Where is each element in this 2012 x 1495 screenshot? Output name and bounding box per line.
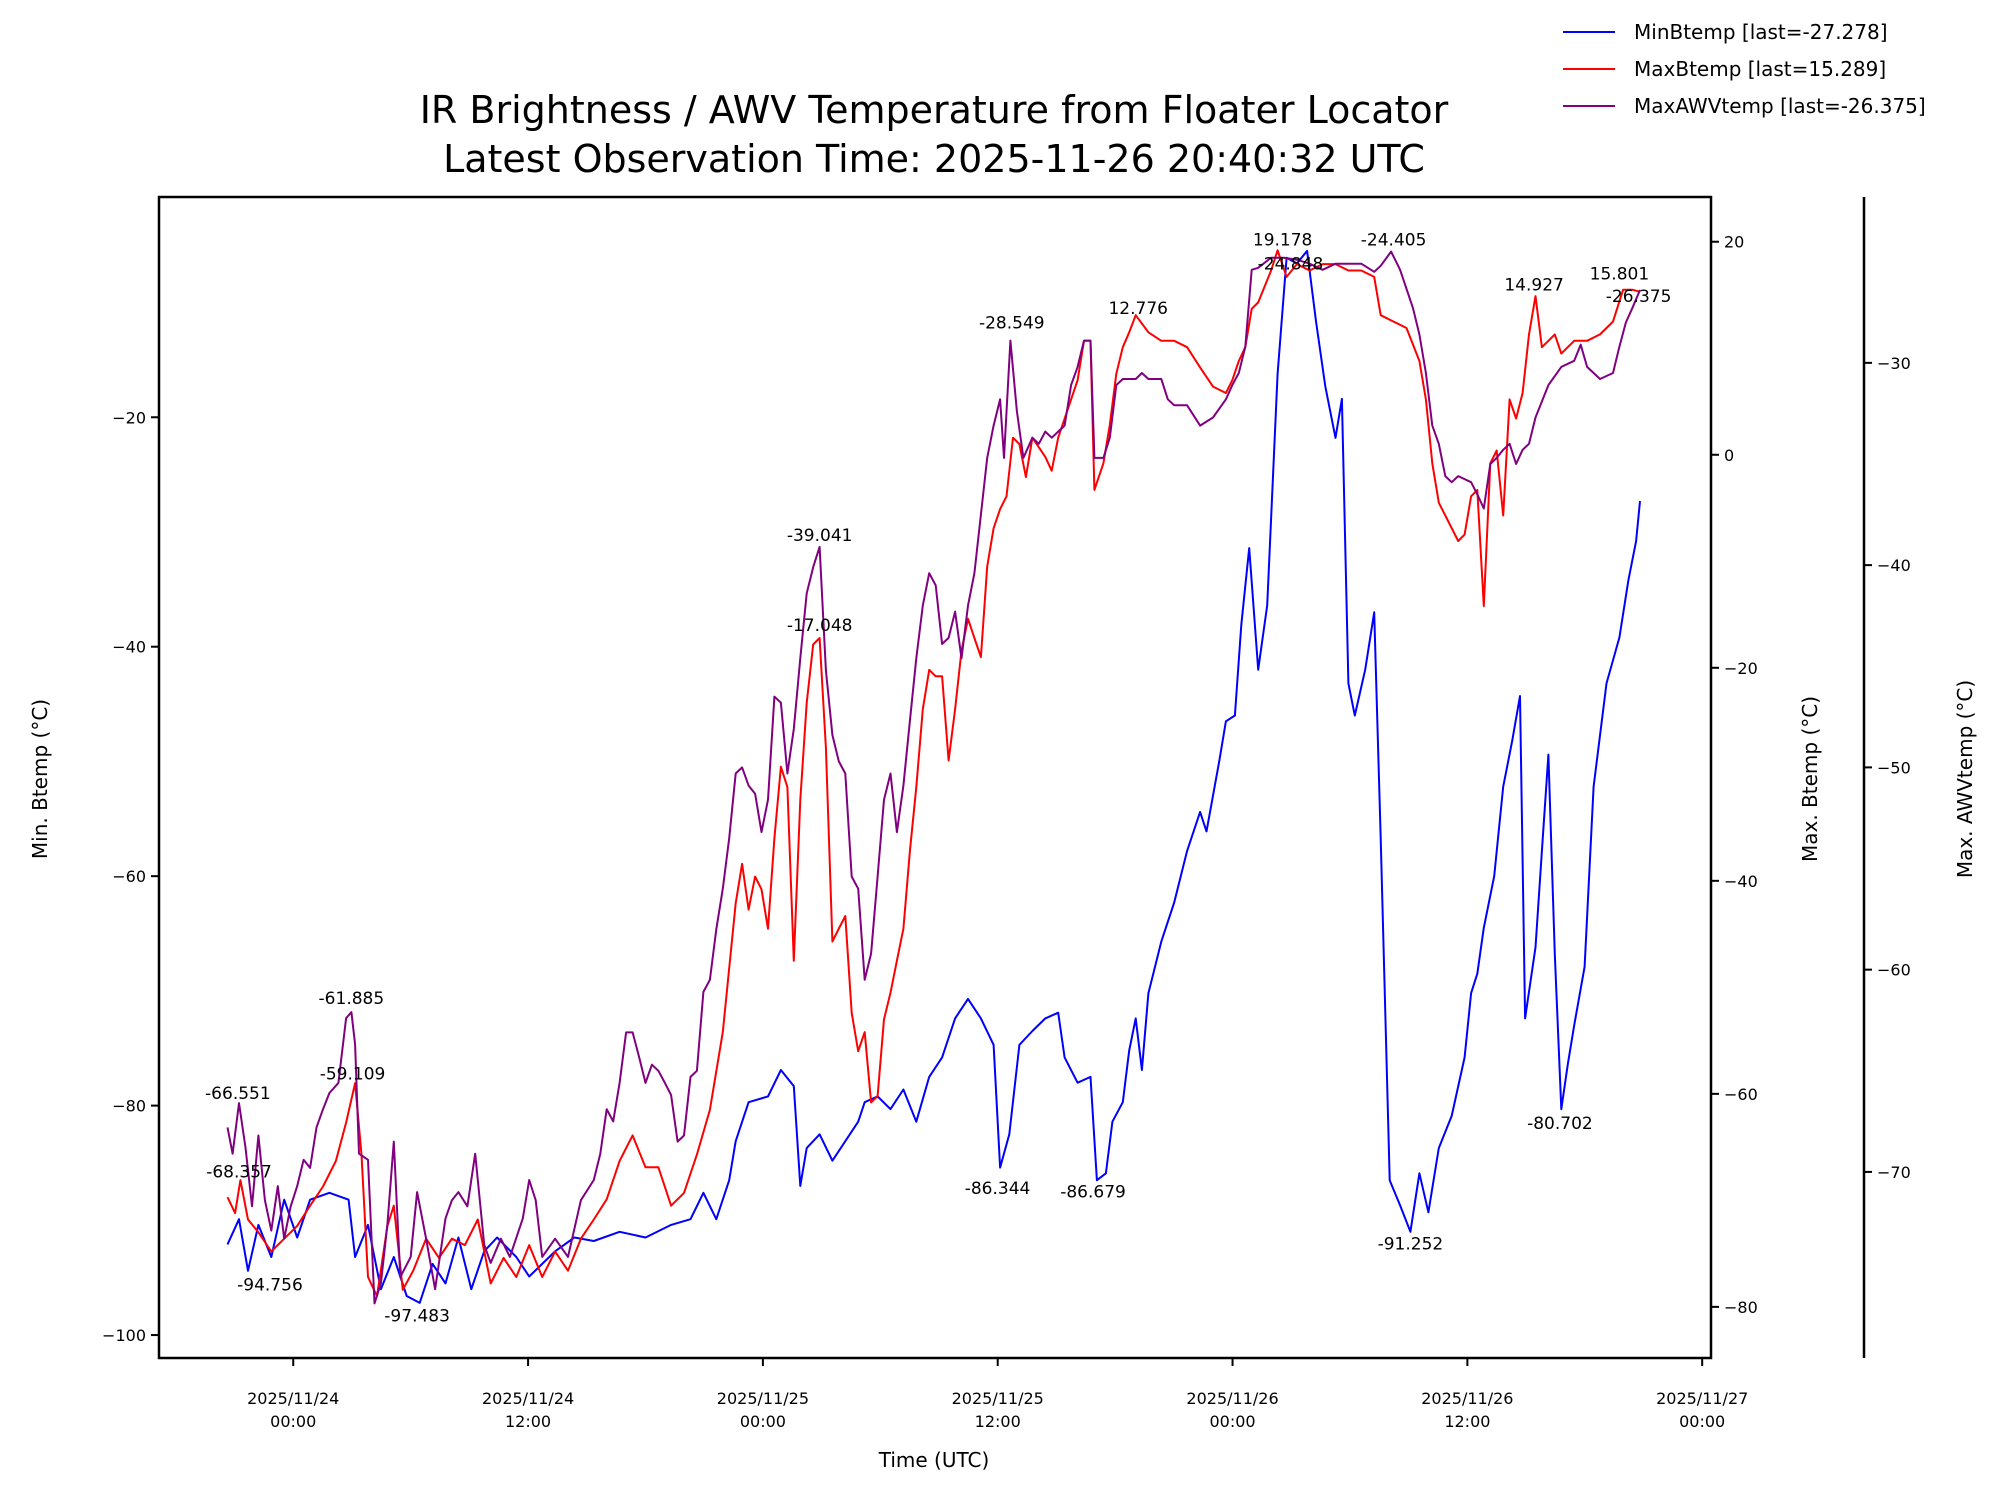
data-label-minbtemp: -94.756 xyxy=(237,1276,303,1296)
y-tick-label-awv: −40 xyxy=(1877,556,1911,575)
plot-frame xyxy=(157,195,1713,1360)
y-tick-label-max: 20 xyxy=(1724,233,1744,252)
y-tick-label-awv: −50 xyxy=(1877,758,1911,777)
series-layer xyxy=(226,249,1641,1305)
y-tick-label-awv: −60 xyxy=(1877,961,1911,980)
data-label-maxawvtemp: -61.885 xyxy=(319,989,385,1009)
y-axis-label-min: Min. Btemp (°C) xyxy=(28,699,52,859)
x-tick-label-date: 2025/11/24 xyxy=(247,1389,339,1408)
data-label-maxbtemp: -68.357 xyxy=(206,1163,272,1183)
x-tick-label-date: 2025/11/26 xyxy=(1421,1389,1513,1408)
legend-label-maxawvtemp: MaxAWVtemp [last=-26.375] xyxy=(1634,94,1926,118)
x-tick-label-date: 2025/11/26 xyxy=(1186,1389,1278,1408)
legend: MinBtemp [last=-27.278] MaxBtemp [last=1… xyxy=(1563,20,1926,118)
y-tick-label-max: −40 xyxy=(1724,872,1758,891)
y-tick-label-max: −80 xyxy=(1724,1298,1758,1317)
data-label-maxbtemp: 15.801 xyxy=(1590,265,1649,285)
data-label-minbtemp: -97.483 xyxy=(384,1307,450,1327)
x-tick-label-date: 2025/11/25 xyxy=(717,1389,809,1408)
x-tick-label-time: 12:00 xyxy=(505,1412,551,1431)
chart-subtitle: Latest Observation Time: 2025-11-26 20:4… xyxy=(443,137,1425,181)
y-axis-label-awv: Max. AWVtemp (°C) xyxy=(1953,680,1977,878)
series-line-minbtemp xyxy=(226,249,1641,1304)
data-label-minbtemp: -91.252 xyxy=(1378,1234,1444,1254)
y-tick-label-max: −60 xyxy=(1724,1085,1758,1104)
y-tick-label-min: −60 xyxy=(112,867,146,886)
data-label-minbtemp: -80.702 xyxy=(1527,1114,1593,1134)
data-label-maxawvtemp: -24.405 xyxy=(1361,230,1427,250)
series-line-maxawvtemp xyxy=(226,250,1641,1305)
annotation-layer: -94.756 -97.483 -86.344 -86.679 -91.252 -80.7… xyxy=(205,230,1671,1326)
chart-title: IR Brightness / AWV Temperature from Flo… xyxy=(420,88,1449,132)
x-tick-label-date: 2025/11/24 xyxy=(482,1389,574,1408)
data-label-maxawvtemp: -28.549 xyxy=(979,313,1045,333)
x-tick-label-time: 00:00 xyxy=(740,1412,786,1431)
data-label-maxawvtemp: -39.041 xyxy=(787,526,853,546)
axis-layer: 2025/11/24 00:00 2025/11/24 12:00 2025/11/25… xyxy=(102,233,1911,1431)
x-axis-label: Time (UTC) xyxy=(878,1448,990,1472)
y-tick-label-max: −20 xyxy=(1724,659,1758,678)
y-axis-label-max: Max. Btemp (°C) xyxy=(1798,696,1822,862)
data-label-minbtemp: -86.679 xyxy=(1060,1183,1126,1203)
data-label-maxawvtemp: -24.848 xyxy=(1258,255,1324,275)
data-label-maxawvtemp: -26.375 xyxy=(1606,287,1672,307)
y-tick-label-max: 0 xyxy=(1724,446,1734,465)
x-tick-label-time: 00:00 xyxy=(1209,1412,1255,1431)
y-tick-label-min: −100 xyxy=(102,1326,146,1345)
y-tick-label-awv: −30 xyxy=(1877,354,1911,373)
x-tick-label-date: 2025/11/27 xyxy=(1656,1389,1748,1408)
x-tick-label-date: 2025/11/25 xyxy=(952,1389,1044,1408)
data-label-maxbtemp: 12.776 xyxy=(1108,299,1167,319)
y-tick-label-min: −80 xyxy=(112,1097,146,1116)
data-label-maxbtemp: 19.178 xyxy=(1253,231,1312,251)
data-label-maxbtemp: 14.927 xyxy=(1504,275,1563,295)
x-tick-label-time: 00:00 xyxy=(1679,1412,1725,1431)
data-label-minbtemp: -86.344 xyxy=(965,1179,1031,1199)
x-tick-label-time: 00:00 xyxy=(270,1412,316,1431)
x-tick-label-time: 12:00 xyxy=(975,1412,1021,1431)
data-label-maxbtemp: -59.109 xyxy=(320,1065,386,1085)
legend-label-minbtemp: MinBtemp [last=-27.278] xyxy=(1634,20,1888,44)
x-tick-label-time: 12:00 xyxy=(1444,1412,1490,1431)
data-label-maxawvtemp: -66.551 xyxy=(205,1084,271,1104)
data-label-maxbtemp: -17.048 xyxy=(787,616,853,636)
y-tick-label-awv: −70 xyxy=(1877,1163,1911,1182)
legend-label-maxbtemp: MaxBtemp [last=15.289] xyxy=(1634,57,1886,81)
series-line-maxbtemp xyxy=(226,249,1641,1298)
y-tick-label-min: −20 xyxy=(112,408,146,427)
y-tick-label-min: −40 xyxy=(112,638,146,657)
